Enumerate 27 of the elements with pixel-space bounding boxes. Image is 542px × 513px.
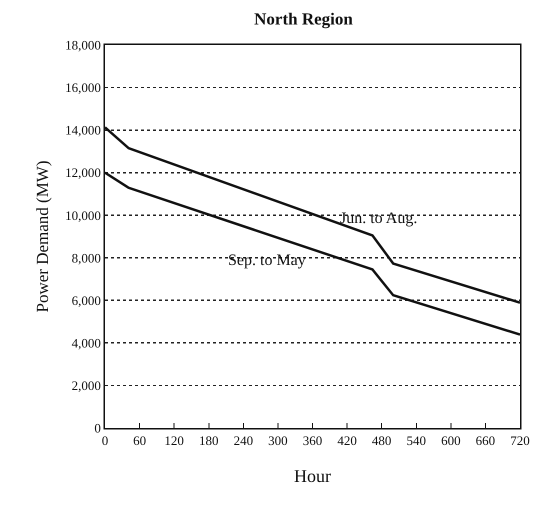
x-tick-label: 600: [441, 433, 461, 448]
y-tick-label: 4,000: [72, 335, 101, 350]
series-label: Sep. to May: [228, 252, 306, 269]
x-axis-title: Hour: [294, 466, 331, 486]
y-axis-title: Power Demand (MW): [32, 160, 52, 313]
y-tick-label: 16,000: [65, 80, 101, 96]
chart-title: North Region: [254, 10, 354, 29]
x-tick-label: 480: [372, 433, 392, 448]
y-tick-label: 8,000: [72, 250, 101, 266]
y-tick-label: 10,000: [65, 208, 101, 223]
y-tick-label: 12,000: [65, 165, 101, 180]
y-tick-label: 0: [94, 420, 101, 436]
x-tick-label: 360: [302, 433, 322, 448]
x-tick-label: 180: [199, 433, 218, 448]
x-tick-label: 300: [268, 433, 288, 448]
series-label: Jun. to Aug.: [340, 210, 418, 227]
x-tick-label: 540: [406, 433, 426, 448]
x-tick-label: 420: [337, 433, 357, 448]
x-tick-label: 60: [133, 433, 146, 448]
y-tick-label: 18,000: [65, 38, 101, 53]
y-tick-label: 2,000: [72, 378, 101, 393]
x-tick-label: 660: [476, 433, 496, 448]
x-tick-label: 120: [164, 433, 184, 448]
x-tick-label: 240: [234, 433, 254, 448]
y-tick-label: 6,000: [72, 292, 101, 308]
y-tick-label: 14,000: [65, 122, 101, 138]
x-tick-label: 720: [510, 433, 530, 448]
